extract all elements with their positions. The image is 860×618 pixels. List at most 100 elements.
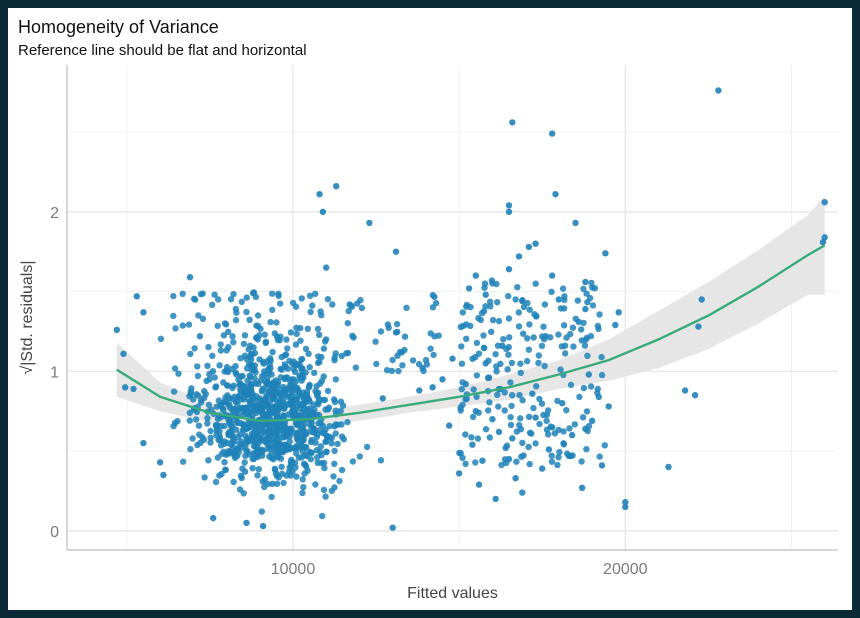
data-point [170,292,177,300]
data-point [299,431,307,438]
data-point [529,390,536,397]
data-point [238,298,245,305]
data-point [427,330,434,337]
data-point [179,458,187,465]
data-point [301,470,308,477]
data-point [507,414,514,421]
data-point [583,408,591,415]
data-point [170,388,178,395]
data-point [541,301,549,308]
data-point [493,368,500,375]
y-tick-label: 1 [50,364,59,381]
data-point [232,316,240,324]
data-point [349,458,357,465]
data-point [665,463,672,471]
data-point [486,399,493,406]
data-point [535,352,542,359]
data-point [525,443,532,451]
data-point [549,424,556,431]
data-point [598,371,606,379]
data-point [230,339,237,346]
data-point [265,432,272,439]
data-point [334,440,341,448]
data-point [190,295,198,302]
data-point [516,391,523,399]
data-point [255,323,262,330]
data-point [293,444,300,451]
data-point [500,336,507,343]
data-point [715,87,722,94]
data-point [819,238,827,246]
data-point [459,454,466,461]
data-point [509,392,516,399]
data-point [458,343,465,350]
data-point [230,290,237,298]
data-point [258,508,265,515]
data-point [239,465,246,472]
data-point [389,524,396,531]
data-point [275,474,282,481]
data-point [698,296,705,303]
data-point [248,433,256,440]
data-point [201,474,208,481]
data-point [580,319,587,327]
data-point [277,392,285,399]
data-point [427,345,434,352]
data-point [261,476,269,483]
data-point [472,272,479,279]
data-point [240,426,247,433]
data-point [179,322,186,329]
data-point [278,366,285,373]
data-point [307,308,314,316]
confidence-band [116,195,825,429]
data-point [489,316,497,324]
data-point [271,330,278,337]
data-point [557,305,565,312]
data-point [507,421,515,429]
data-point [403,304,410,311]
data-point [290,382,297,390]
data-point [122,384,129,391]
data-point [324,296,332,303]
data-point [536,420,543,428]
data-point [246,342,254,349]
data-point [566,425,573,432]
data-point [548,452,555,459]
data-point [345,307,352,315]
smooth-curve-layer [116,244,826,423]
data-point [526,306,533,313]
data-point [331,447,338,455]
data-point [239,372,246,380]
data-point [532,240,539,247]
data-point [291,459,299,467]
data-point [328,440,335,447]
data-point [254,449,261,456]
data-point [622,498,629,506]
data-point [248,362,256,370]
data-point [281,352,289,359]
data-point [186,393,193,400]
smooth-curve [116,244,826,423]
data-point [192,416,200,423]
data-point [401,346,408,354]
data-point [286,438,293,445]
data-point [821,234,828,241]
data-point [520,452,527,459]
data-point [582,336,589,343]
data-point [246,398,253,406]
data-point [582,278,589,286]
data-point [237,431,244,438]
data-point [429,304,437,311]
data-point [293,473,300,480]
data-point [462,380,469,388]
data-point [505,455,513,463]
data-point [422,356,430,364]
data-point [304,429,311,436]
data-point [459,309,466,316]
data-point [314,454,321,461]
data-point [392,329,400,336]
data-point [302,461,309,469]
data-point [316,331,323,338]
data-point [528,430,535,437]
